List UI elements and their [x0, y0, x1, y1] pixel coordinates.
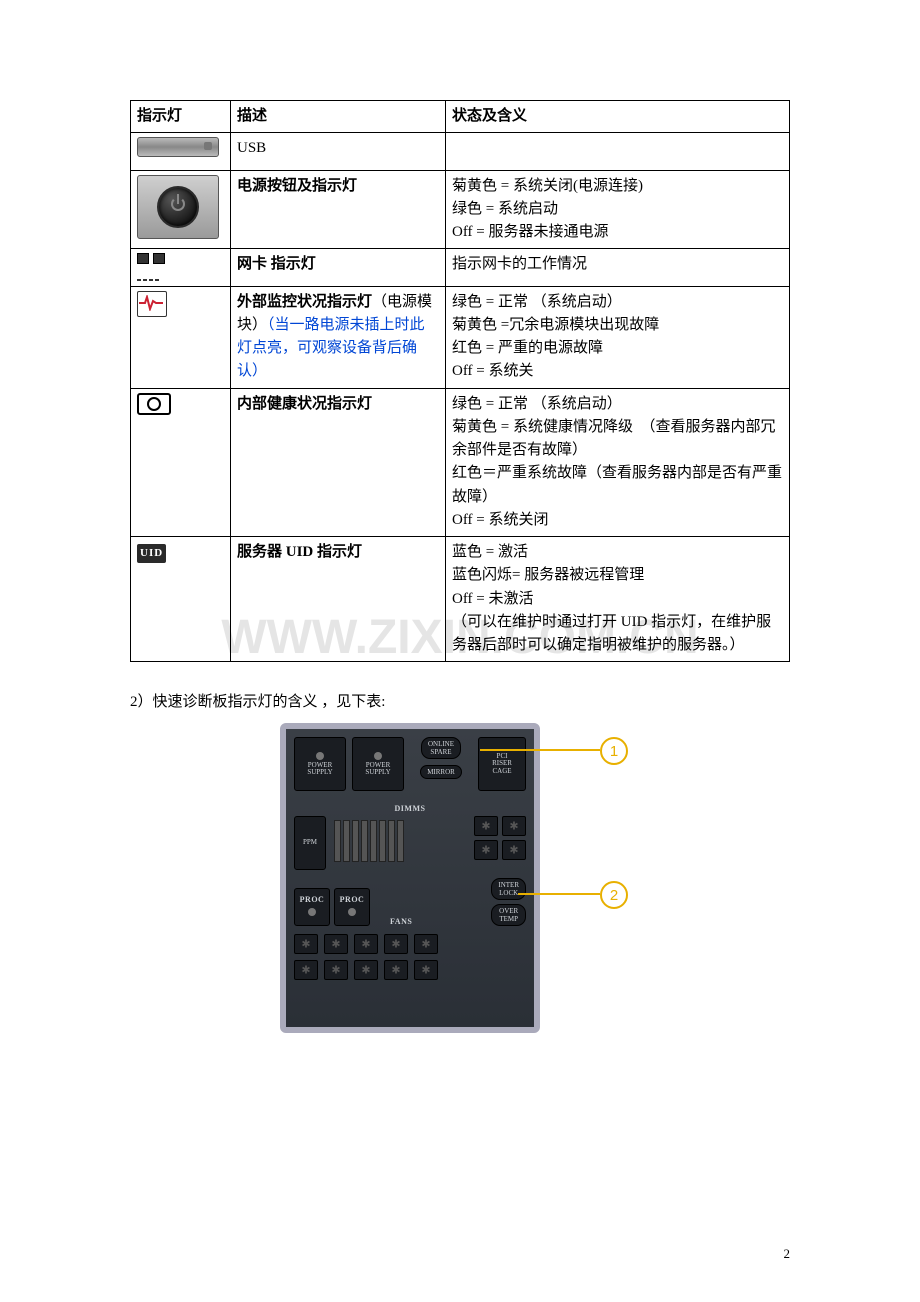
status-cell: 绿色 = 正常 （系统启动） 菊黄色 =冗余电源模块出现故障 红色 = 严重的电… [446, 286, 790, 388]
table-row: UID 服务器 UID 指示灯 蓝色 = 激活 蓝色闪烁= 服务器被远程管理 O… [131, 537, 790, 662]
status-cell: 菊黄色 = 系统关闭(电源连接) 绿色 = 系统启动 Off = 服务器未接通电… [446, 170, 790, 249]
status-cell: 绿色 = 正常 （系统启动） 菊黄色 = 系统健康情况降级 （查看服务器内部冗余… [446, 388, 790, 537]
health-wave-icon [137, 291, 167, 317]
table-row: 网卡 指示灯 指示网卡的工作情况 [131, 249, 790, 286]
table-row: 外部监控状况指示灯（电源模块）（当一路电源未插上时此灯点亮，可观察设备背后确认）… [131, 286, 790, 388]
desc-cell: 服务器 UID 指示灯 [237, 544, 362, 560]
th-desc: 描述 [231, 101, 446, 133]
power-button-icon [137, 175, 219, 239]
desc-cell: USB [231, 133, 446, 170]
uid-icon: UID [137, 544, 166, 563]
th-status: 状态及含义 [446, 101, 790, 133]
desc-cell: 内部健康状况指示灯 [237, 396, 372, 412]
callout-1: 1 [600, 737, 628, 765]
table-row: 内部健康状况指示灯 绿色 = 正常 （系统启动） 菊黄色 = 系统健康情况降级 … [131, 388, 790, 537]
status-cell [446, 133, 790, 170]
page-number: 2 [784, 1246, 791, 1262]
internal-health-icon [137, 393, 171, 415]
indicator-table: 指示灯 描述 状态及含义 USB 电源按钮及指示灯 菊黄色 = 系统关闭(电源连… [130, 100, 790, 662]
desc-cell: 电源按钮及指示灯 [237, 178, 357, 194]
caption: 2）快速诊断板指示灯的含义 ，见下表: [130, 690, 790, 711]
table-row: USB [131, 133, 790, 170]
callout-2: 2 [600, 881, 628, 909]
table-row: 电源按钮及指示灯 菊黄色 = 系统关闭(电源连接) 绿色 = 系统启动 Off … [131, 170, 790, 249]
desc-cell: 外部监控状况指示灯（电源模块）（当一路电源未插上时此灯点亮，可观察设备背后确认） [231, 286, 446, 388]
usb-icon [137, 137, 219, 157]
th-indicator: 指示灯 [131, 101, 231, 133]
nic-icon [137, 253, 165, 273]
status-cell: 蓝色 = 激活 蓝色闪烁= 服务器被远程管理 Off = 未激活 （可以在维护时… [446, 537, 790, 662]
status-cell: 指示网卡的工作情况 [446, 249, 790, 286]
diagnostic-panel-figure: POWER SUPPLY POWER SUPPLY ONLINE SPARE M… [280, 723, 640, 1053]
desc-cell: 网卡 指示灯 [237, 256, 316, 272]
